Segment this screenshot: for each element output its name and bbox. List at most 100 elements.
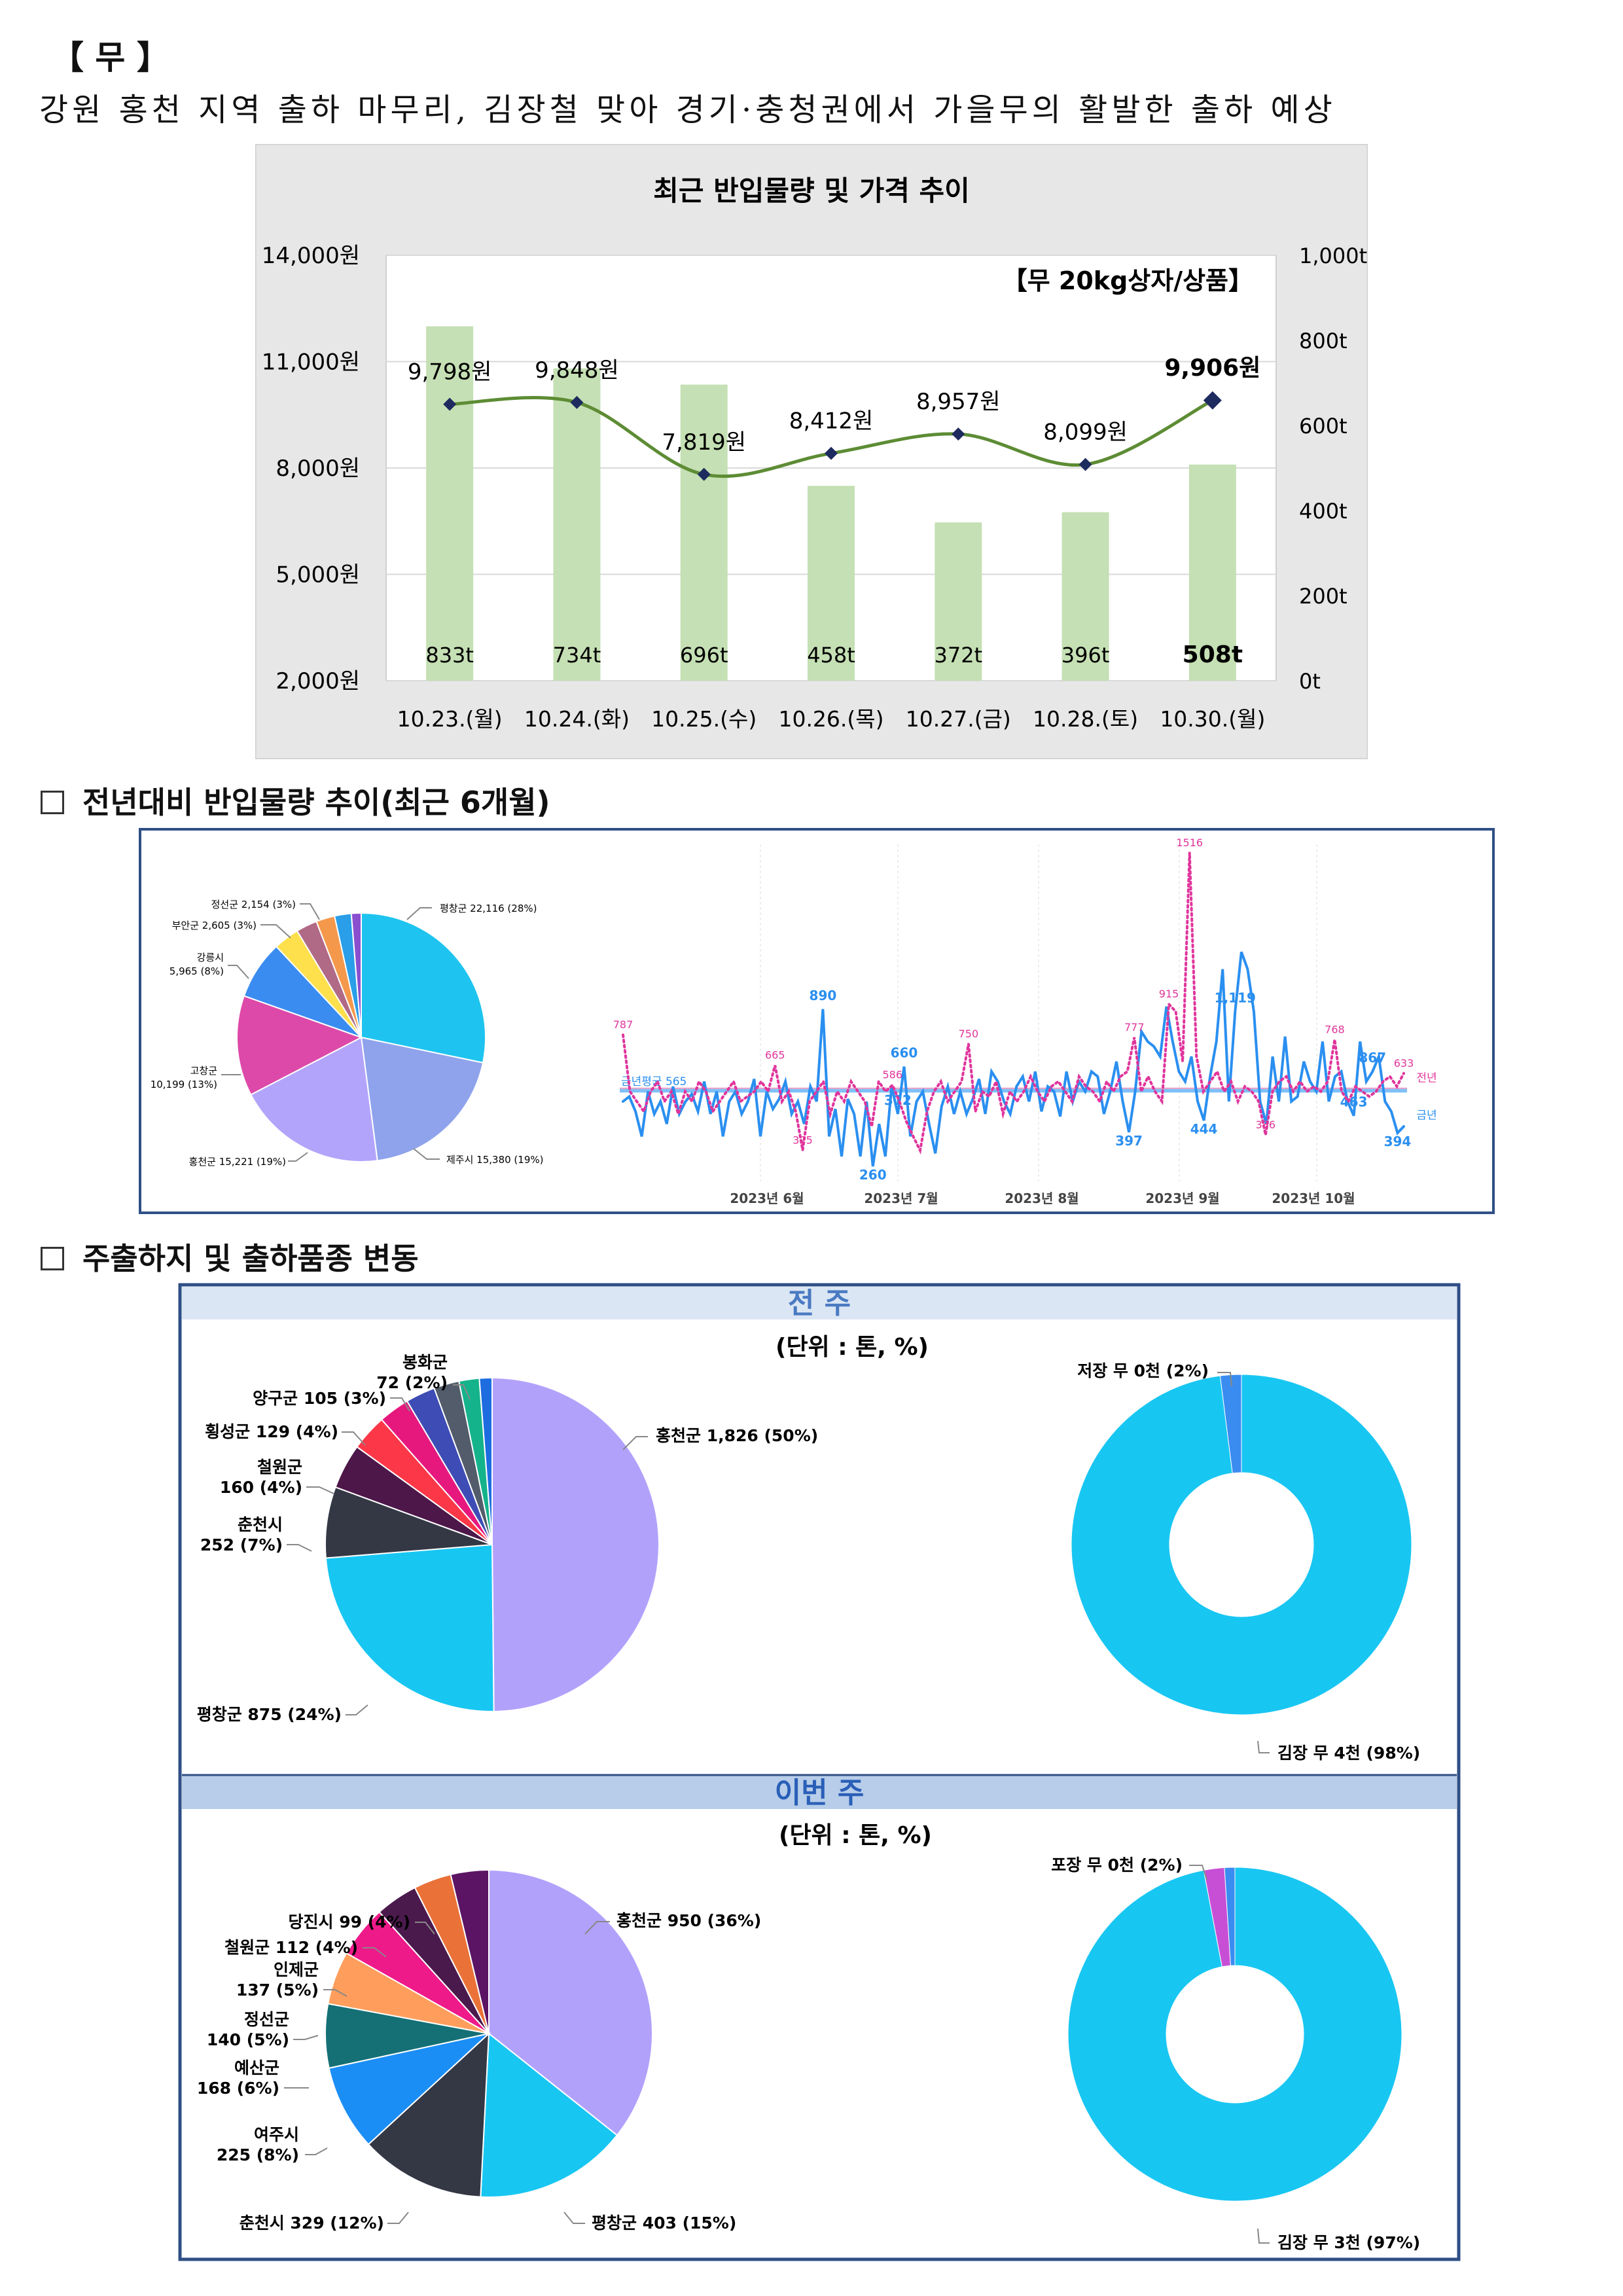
point-annotation: 890: [810, 988, 837, 1003]
point-annotation: 463: [1340, 1094, 1368, 1110]
yoy-panel: 평창군 22,116 (28%) 제주시 15,380 (19%) 홍천군 15,2…: [139, 828, 1495, 1214]
volume-label: 372t: [934, 643, 982, 668]
volume-label: 458t: [807, 643, 855, 668]
price-point: [1203, 391, 1222, 410]
pie-label: 홍천군 15,221 (19%): [189, 1156, 286, 1168]
leader-line: [346, 1704, 368, 1715]
pie-slice: [328, 2032, 491, 2145]
pie-label: 평창군 22,116 (28%): [440, 903, 537, 914]
page-heading: 【 무 】: [51, 39, 169, 77]
category-label: 10.30.(월): [1160, 706, 1265, 732]
leader-line: [387, 2212, 409, 2224]
volume-bar: [1188, 464, 1236, 681]
point-annotation: 397: [1115, 1133, 1143, 1149]
checkbox-icon: [41, 1247, 64, 1270]
pie-label: 고창군: [190, 1065, 218, 1077]
point-annotation: 312: [884, 1092, 912, 1108]
pie-slice: [1224, 1867, 1236, 1966]
point-annotation: 867: [1359, 1050, 1386, 1066]
right-tick-label: 1,000t: [1299, 243, 1367, 268]
point-annotation: 386: [1256, 1119, 1276, 1131]
pie-slice: [480, 2032, 618, 2198]
price-label: 9,798원: [408, 359, 492, 386]
price-point: [952, 427, 965, 441]
pie-label: 예산군: [234, 2058, 279, 2077]
pie-label: 제주시 15,380 (19%): [446, 1154, 543, 1166]
right-tick-label: 0t: [1299, 669, 1321, 694]
volume-label: 833t: [425, 643, 474, 668]
pie-slice: [367, 2032, 490, 2198]
pie-label: 저장 무 0천 (2%): [1077, 1361, 1209, 1380]
category-label: 10.28.(토): [1033, 706, 1138, 732]
price-label: 8,099원: [1043, 420, 1128, 446]
volume-bar: [553, 368, 601, 681]
left-tick-label: 14,000원: [262, 243, 360, 269]
pie-label: 횡성군 129 (4%): [205, 1422, 338, 1441]
leader-line: [453, 1384, 471, 1400]
chart-axes: 2,000원 5,000원 8,000원 11,000원 14,000원 0t 200t 40…: [262, 243, 1367, 732]
point-annotation: 325: [793, 1134, 813, 1146]
pie-label: 강릉시: [197, 952, 224, 963]
leader-line: [1217, 1372, 1232, 1387]
right-tick-label: 400t: [1299, 499, 1347, 524]
point-annotation: 750: [959, 1028, 979, 1040]
pie-label: 168 (6%): [197, 2079, 279, 2098]
checkbox-icon: [41, 791, 64, 814]
this-week-title: 이번 주: [775, 1776, 865, 1810]
pie-slice: [360, 1036, 484, 1162]
month-label: 2023년 7월: [864, 1191, 938, 1206]
category-label: 10.26.(목): [778, 706, 883, 732]
volume-label: 508t: [1183, 641, 1243, 668]
pie-label: 정선군 2,154 (3%): [211, 899, 296, 910]
pie-label: 춘천시 329 (12%): [240, 2214, 384, 2233]
price-point: [443, 397, 457, 411]
legend-label: 금년: [1416, 1109, 1436, 1122]
point-annotation: 586: [882, 1069, 902, 1081]
pie-slice: [325, 1486, 493, 1559]
section-origin-title: 주출하지 및 출하품종 변동: [41, 1235, 419, 1278]
price-point: [825, 446, 838, 460]
pie-slice: [250, 1036, 378, 1162]
leader-line: [563, 2212, 585, 2224]
month-label: 2023년 9월: [1145, 1191, 1219, 1206]
volume-bar: [426, 326, 474, 681]
leader-line: [406, 907, 432, 920]
prev-week-title: 전 주: [788, 1287, 851, 1320]
pie-label: 인제군: [274, 1960, 319, 1979]
pie-slice: [350, 912, 362, 1038]
volume-label: 734t: [553, 643, 601, 668]
pie-label: 양구군 105 (3%): [253, 1389, 386, 1408]
left-tick-label: 8,000원: [276, 456, 360, 482]
pie-slice: [325, 1543, 495, 1712]
price-label: 9,848원: [535, 357, 619, 384]
pie-label: 정선군: [244, 2010, 289, 2029]
pie-slice: [361, 912, 486, 1064]
pie-label: 여주시: [254, 2125, 299, 2144]
pie-label: 부안군 2,605 (3%): [172, 920, 257, 931]
leader-line: [260, 924, 291, 939]
point-annotation: 1,119: [1215, 990, 1256, 1006]
point-annotation: 777: [1124, 1021, 1145, 1033]
this-week-variety-donut: 포장 무 0천 (2%) 김장 무 3천 (97%): [1051, 1856, 1420, 2252]
this-week-origin-pie: 홍천군 950 (36%) 평창군 403 (15%) 춘천시 329 (12%) 여…: [197, 1869, 761, 2233]
pie-slice: [478, 1376, 493, 1545]
pie-label: 철원군 112 (4%): [224, 1938, 358, 1957]
pie-label: 225 (8%): [217, 2145, 299, 2164]
category-label: 10.27.(금): [906, 706, 1011, 732]
page-subheading: 강원 홍천 지역 출하 마무리, 김장철 맞아 경기·충청권에서 가을무의 활발…: [39, 92, 1336, 128]
volume-bar: [808, 486, 855, 681]
pie-label: 당진시 99 (4%): [289, 1912, 411, 1931]
pie-slice: [1219, 1374, 1242, 1474]
leader-line: [300, 903, 320, 920]
leader-line: [415, 1922, 435, 1935]
pie-label: 김장 무 3천 (97%): [1277, 2233, 1420, 2252]
pie-slice: [491, 1376, 660, 1712]
pie-label: 72 (2%): [376, 1373, 448, 1392]
pie-label: 252 (7%): [200, 1535, 283, 1554]
pie-slice: [236, 995, 363, 1096]
price-point: [570, 395, 584, 409]
price-label: 8,957원: [916, 389, 1001, 415]
leader-line: [390, 1397, 410, 1412]
volume-bar: [680, 384, 728, 681]
point-annotation: 633: [1394, 1057, 1414, 1069]
